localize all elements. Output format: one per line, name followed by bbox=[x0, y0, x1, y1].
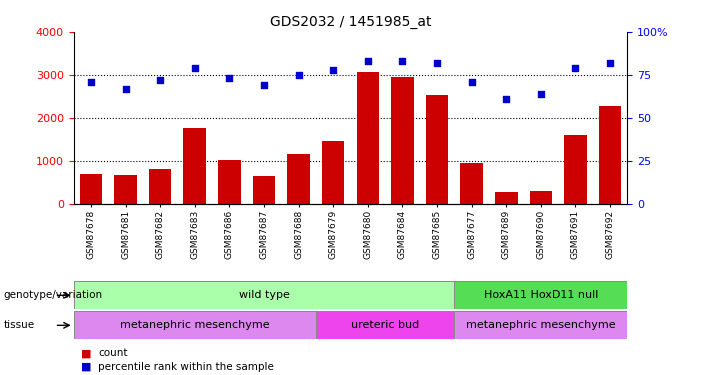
Text: wild type: wild type bbox=[238, 290, 290, 300]
Bar bbox=[218, 160, 240, 204]
Point bbox=[259, 82, 270, 88]
Text: percentile rank within the sample: percentile rank within the sample bbox=[98, 362, 274, 372]
Bar bbox=[316, 311, 454, 339]
Bar bbox=[461, 162, 483, 204]
Point bbox=[224, 75, 235, 81]
Bar bbox=[391, 77, 414, 204]
Bar bbox=[530, 190, 552, 204]
Text: ■: ■ bbox=[81, 348, 91, 358]
Bar bbox=[454, 281, 627, 309]
Point bbox=[327, 67, 339, 73]
Title: GDS2032 / 1451985_at: GDS2032 / 1451985_at bbox=[270, 15, 431, 30]
Point bbox=[397, 58, 408, 64]
Bar bbox=[426, 95, 448, 204]
Text: metanephric mesenchyme: metanephric mesenchyme bbox=[120, 320, 270, 330]
Text: count: count bbox=[98, 348, 128, 358]
Bar bbox=[495, 192, 517, 204]
Point bbox=[570, 65, 581, 71]
Bar bbox=[564, 135, 587, 204]
Text: HoxA11 HoxD11 null: HoxA11 HoxD11 null bbox=[484, 290, 598, 300]
Text: ureteric bud: ureteric bud bbox=[351, 320, 419, 330]
Point bbox=[86, 79, 97, 85]
Bar bbox=[184, 128, 206, 204]
Point bbox=[501, 96, 512, 102]
Point bbox=[362, 58, 374, 64]
Bar bbox=[114, 175, 137, 204]
Point bbox=[189, 65, 200, 71]
Point bbox=[431, 60, 442, 66]
Point bbox=[604, 60, 615, 66]
Text: tissue: tissue bbox=[4, 320, 34, 330]
Bar bbox=[322, 141, 344, 204]
Bar bbox=[74, 311, 316, 339]
Bar bbox=[74, 281, 454, 309]
Point bbox=[293, 72, 304, 78]
Point bbox=[120, 86, 131, 92]
Bar bbox=[357, 72, 379, 204]
Bar bbox=[599, 106, 621, 204]
Point bbox=[154, 77, 165, 83]
Bar bbox=[253, 176, 275, 204]
Bar bbox=[80, 174, 102, 204]
Text: metanephric mesenchyme: metanephric mesenchyme bbox=[466, 320, 615, 330]
Bar bbox=[287, 154, 310, 204]
Bar bbox=[149, 169, 171, 204]
Bar bbox=[454, 311, 627, 339]
Text: genotype/variation: genotype/variation bbox=[4, 290, 102, 300]
Point bbox=[466, 79, 477, 85]
Text: ■: ■ bbox=[81, 362, 91, 372]
Point bbox=[536, 91, 547, 97]
